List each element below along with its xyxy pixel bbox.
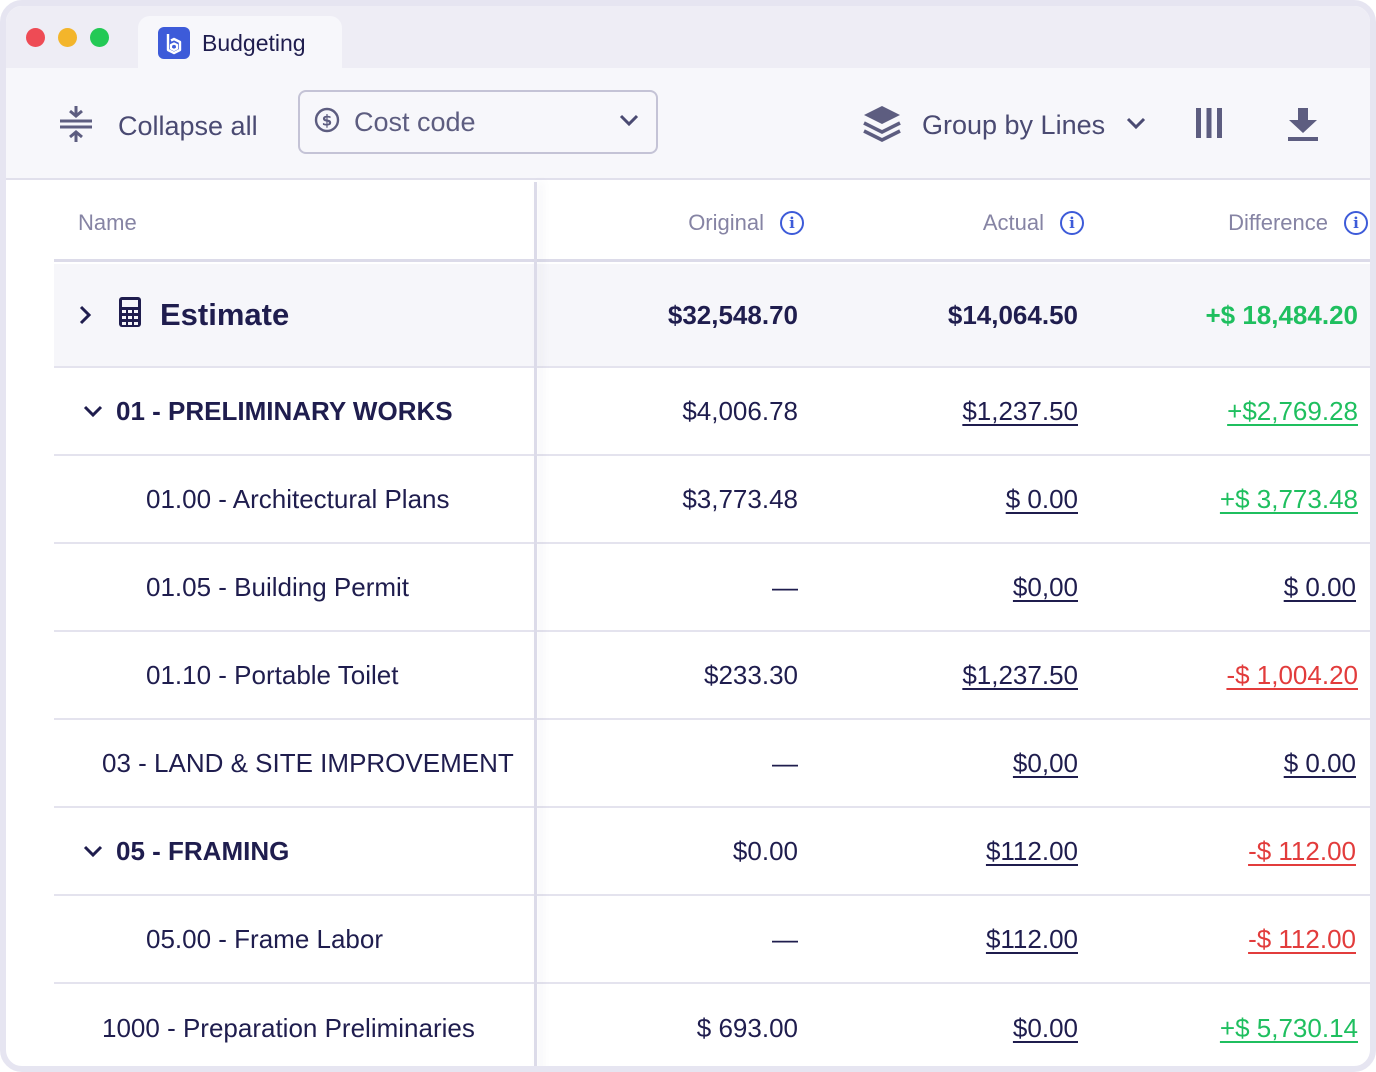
chevron-right-icon[interactable] xyxy=(70,300,100,330)
row-name: 05.00 - Frame Labor xyxy=(146,923,384,954)
row-name: 01 - PRELIMINARY WORKS xyxy=(116,395,453,426)
column-header-difference-label: Difference xyxy=(1228,210,1328,235)
row-difference-link[interactable]: $ 0.00 xyxy=(1283,747,1356,778)
row-difference-link[interactable]: +$2,769.28 xyxy=(1227,395,1358,426)
tab-title: Budgeting xyxy=(202,29,306,56)
chevron-down-icon[interactable] xyxy=(78,396,108,426)
chevron-down-icon xyxy=(1125,116,1147,135)
row-difference-link[interactable]: -$ 112.00 xyxy=(1248,835,1356,866)
column-header-actual-label: Actual xyxy=(982,210,1044,235)
row-actual-link[interactable]: $1,237.50 xyxy=(962,659,1078,690)
row-difference-link[interactable]: -$ 112.00 xyxy=(1248,923,1356,954)
table-row[interactable]: 03 - LAND & SITE IMPROVEMENT — $0,00 $ 0… xyxy=(54,720,1370,808)
estimate-difference: +$ 18,484.20 xyxy=(1205,299,1358,330)
maximize-window-button[interactable] xyxy=(90,28,109,47)
row-name: 01.05 - Building Permit xyxy=(146,571,410,602)
dollar-circle-icon: $ xyxy=(314,107,340,138)
info-icon[interactable]: i xyxy=(1344,211,1368,235)
table-row[interactable]: 1000 - Preparation Preliminaries $ 693.0… xyxy=(54,984,1370,1066)
minimize-window-button[interactable] xyxy=(58,28,77,47)
estimate-actual: $14,064.50 xyxy=(947,299,1078,330)
budget-table: Name Original i Actual i Difference i xyxy=(54,182,1370,1066)
column-header-name[interactable]: Name xyxy=(78,210,137,236)
tab-budgeting[interactable]: Budgeting xyxy=(138,16,342,70)
table-row-estimate[interactable]: Estimate $32,548.70 $14,064.50 +$ 18,484… xyxy=(54,264,1370,368)
layers-icon xyxy=(862,104,902,147)
cost-code-select[interactable]: $ Cost code xyxy=(298,90,658,154)
toolbar: Collapse all $ Cost code xyxy=(6,68,1370,180)
table-row[interactable]: 01 - PRELIMINARY WORKS $4,006.78 $1,237.… xyxy=(54,368,1370,456)
column-header-name-label: Name xyxy=(78,210,137,235)
group-by-label: Group by Lines xyxy=(922,110,1106,140)
row-difference-link[interactable]: -$ 1,004.20 xyxy=(1226,659,1358,690)
table-row[interactable]: 01.00 - Architectural Plans $3,773.48 $ … xyxy=(54,456,1370,544)
chevron-down-icon xyxy=(618,113,640,132)
download-icon[interactable] xyxy=(1286,106,1320,147)
row-actual-link[interactable]: $112.00 xyxy=(985,923,1078,954)
column-header-original[interactable]: Original i xyxy=(688,210,804,236)
row-original: $ 693.00 xyxy=(696,1012,798,1043)
row-original: $3,773.48 xyxy=(682,483,798,514)
chevron-down-icon[interactable] xyxy=(78,836,108,866)
collapse-all-label: Collapse all xyxy=(118,111,258,141)
table-row[interactable]: 05.00 - Frame Labor — $112.00 -$ 112.00 xyxy=(54,896,1370,984)
row-difference-link[interactable]: +$ 3,773.48 xyxy=(1219,483,1358,514)
table-row[interactable]: 01.05 - Building Permit — $0,00 $ 0.00 xyxy=(54,544,1370,632)
row-original: — xyxy=(772,923,798,954)
row-original: — xyxy=(772,571,798,602)
row-actual-link[interactable]: $0,00 xyxy=(1012,747,1078,778)
row-name-cell: 05 - FRAMING xyxy=(78,808,289,894)
row-actual-link[interactable]: $0.00 xyxy=(1012,1012,1078,1043)
info-icon[interactable]: i xyxy=(1060,211,1084,235)
estimate-label: Estimate xyxy=(160,297,290,332)
row-actual-link[interactable]: $0,00 xyxy=(1012,571,1078,602)
row-name: 03 - LAND & SITE IMPROVEMENT xyxy=(102,747,514,778)
column-header-original-label: Original xyxy=(688,210,764,235)
column-header-actual[interactable]: Actual i xyxy=(983,210,1084,236)
table-row[interactable]: 01.10 - Portable Toilet $233.30 $1,237.5… xyxy=(54,632,1370,720)
row-difference-link[interactable]: $ 0.00 xyxy=(1283,571,1356,602)
budgeting-logo-icon xyxy=(158,27,190,59)
row-name-cell: 01 - PRELIMINARY WORKS xyxy=(78,368,453,454)
cost-code-value: Cost code xyxy=(354,106,476,137)
group-by-dropdown[interactable]: Group by Lines xyxy=(862,104,1147,147)
table-row[interactable]: 05 - FRAMING $0.00 $112.00 -$ 112.00 xyxy=(54,808,1370,896)
row-name: 01.00 - Architectural Plans xyxy=(146,483,450,514)
calculator-icon xyxy=(118,296,142,335)
frozen-column-divider[interactable] xyxy=(534,182,537,1066)
table-header: Name Original i Actual i Difference i xyxy=(54,182,1370,262)
row-original: $233.30 xyxy=(704,659,798,690)
row-name: 1000 - Preparation Preliminaries xyxy=(102,1012,475,1043)
row-original: $4,006.78 xyxy=(682,395,798,426)
columns-icon[interactable] xyxy=(1194,106,1224,145)
row-actual-link[interactable]: $ 0.00 xyxy=(1005,483,1078,514)
estimate-name-cell: Estimate xyxy=(70,264,289,366)
row-actual-link[interactable]: $1,237.50 xyxy=(962,395,1078,426)
row-original: — xyxy=(772,747,798,778)
row-name: 01.10 - Portable Toilet xyxy=(146,659,399,690)
column-header-difference[interactable]: Difference i xyxy=(1228,210,1368,236)
row-actual-link[interactable]: $112.00 xyxy=(985,835,1078,866)
estimate-original: $32,548.70 xyxy=(667,299,798,330)
title-bar: Budgeting xyxy=(6,6,1370,70)
svg-text:$: $ xyxy=(322,111,332,129)
info-icon[interactable]: i xyxy=(780,211,804,235)
row-name: 05 - FRAMING xyxy=(116,835,290,866)
row-difference-link[interactable]: +$ 5,730.14 xyxy=(1219,1012,1358,1043)
close-window-button[interactable] xyxy=(26,28,45,47)
collapse-arrows-icon xyxy=(58,104,94,149)
collapse-all-button[interactable]: Collapse all xyxy=(58,104,258,149)
row-original: $0.00 xyxy=(732,835,798,866)
